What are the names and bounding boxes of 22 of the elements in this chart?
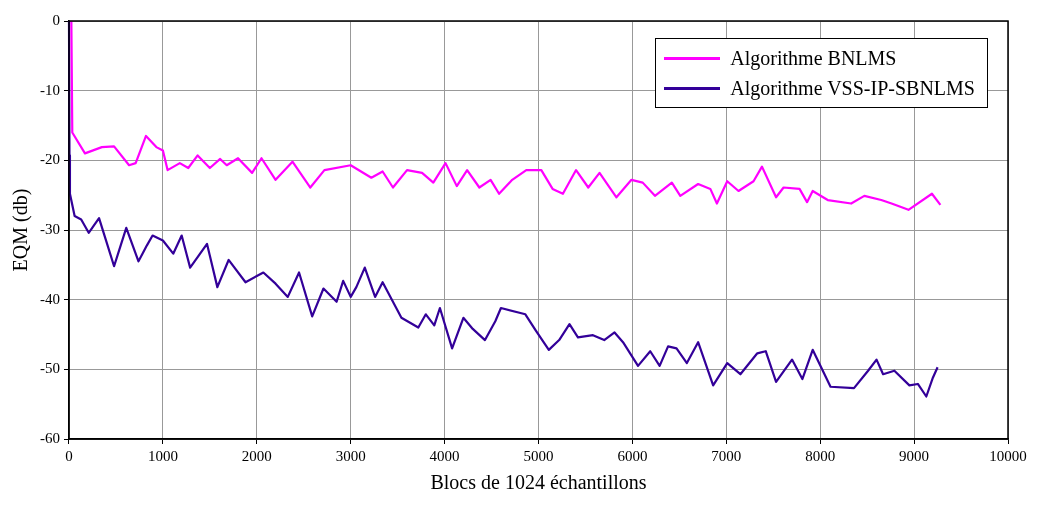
x-tick-label: 8000: [805, 447, 836, 464]
x-tick-label: 2000: [241, 447, 272, 464]
y-axis-title: EQM (db): [9, 188, 33, 272]
legend-label: Algorithme BNLMS: [730, 46, 897, 72]
y-tick-label: -40: [40, 290, 60, 307]
y-tick-label: -60: [40, 429, 60, 446]
y-tick-label: 0: [52, 11, 60, 28]
x-tick-label: 7000: [711, 447, 742, 464]
legend-label: Algorithme VSS-IP-SBNLMS: [730, 76, 975, 102]
x-tick-label: 6000: [617, 447, 648, 464]
x-tick-label: 1000: [147, 447, 178, 464]
y-tick-label: -20: [40, 151, 60, 168]
x-tick-label: 5000: [523, 447, 554, 464]
y-tick-label: -10: [40, 81, 60, 98]
x-axis-title: Blocs de 1024 échantillons: [430, 471, 647, 494]
x-tick-label: 0: [65, 447, 73, 464]
x-tick-label: 9000: [899, 447, 930, 464]
x-tick-label: 10000: [989, 447, 1027, 464]
x-tick-label: 3000: [335, 447, 366, 464]
x-tick-label: 4000: [429, 447, 460, 464]
y-tick-label: -30: [40, 220, 60, 237]
y-tick-label: -50: [40, 360, 60, 377]
